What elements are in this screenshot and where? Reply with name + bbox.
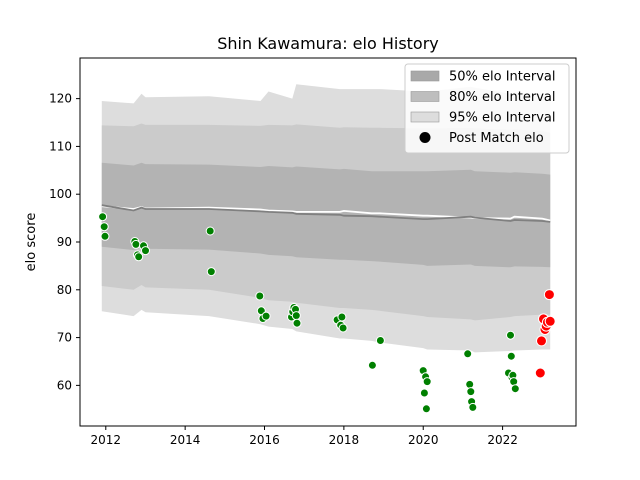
chart-title: Shin Kawamura: elo History xyxy=(217,34,439,53)
legend-label-3: Post Match elo xyxy=(449,131,544,146)
point-0-26 xyxy=(375,336,385,345)
point-0-10 xyxy=(206,267,216,277)
point-0-39 xyxy=(506,351,516,361)
mean-lines xyxy=(101,204,551,223)
point-0-36 xyxy=(468,402,478,412)
point-0-4 xyxy=(131,239,141,249)
mean-line xyxy=(101,204,551,223)
x-tick-label-1: 2014 xyxy=(170,433,201,447)
point-1-1 xyxy=(536,335,547,347)
point-0-43 xyxy=(510,384,520,394)
point-0-2 xyxy=(100,231,110,241)
y-axis-label: elo score xyxy=(24,213,39,272)
point-0-11 xyxy=(255,291,265,301)
point-1-7 xyxy=(544,315,556,327)
point-0-9 xyxy=(205,226,215,236)
point-0-0 xyxy=(98,212,108,222)
y-tick-label-4: 100 xyxy=(49,187,72,201)
point-0-32 xyxy=(463,349,473,359)
point-0-1 xyxy=(99,222,109,232)
point-0-6 xyxy=(134,252,144,262)
x-tick-label-0: 2012 xyxy=(91,433,122,447)
y-tick-label-3: 90 xyxy=(57,235,72,249)
data-points xyxy=(98,212,556,414)
point-0-25 xyxy=(367,360,377,370)
legend-swatch-1 xyxy=(410,91,440,102)
point-1-0 xyxy=(534,367,546,379)
legend-swatch-2 xyxy=(410,111,440,123)
y-tick-label-5: 110 xyxy=(49,139,72,153)
point-1-6 xyxy=(543,289,555,301)
legend: 50% elo Interval 80% elo Interval 95% elo … xyxy=(404,63,570,154)
point-0-8 xyxy=(141,246,150,256)
x-tick-label-5: 2022 xyxy=(487,433,518,447)
point-0-33 xyxy=(465,379,475,389)
point-0-28 xyxy=(419,388,429,398)
legend-marker-3 xyxy=(419,132,431,143)
legend-label-1: 80% elo Interval xyxy=(449,90,556,105)
point-0-31 xyxy=(422,377,432,387)
point-0-20 xyxy=(292,318,302,328)
point-0-24 xyxy=(338,323,348,333)
y-tick-label-0: 60 xyxy=(57,378,72,392)
point-0-30 xyxy=(421,404,431,414)
x-axis: 2012 2014 2016 2018 2020 2022 xyxy=(91,426,518,447)
y-tick-label-6: 120 xyxy=(49,92,72,106)
x-tick-label-3: 2018 xyxy=(329,433,360,447)
point-0-19 xyxy=(291,311,301,321)
legend-swatch-0 xyxy=(410,70,440,82)
x-tick-label-2: 2016 xyxy=(249,433,280,447)
point-0-34 xyxy=(466,387,476,397)
y-tick-label-1: 70 xyxy=(57,331,72,345)
y-axis: 60 70 80 90 100 110 120 xyxy=(49,92,80,392)
point-0-23 xyxy=(337,312,347,322)
legend-label-2: 95% elo Interval xyxy=(449,111,556,126)
legend-label-0: 50% elo Interval xyxy=(449,70,556,85)
point-0-14 xyxy=(261,311,271,321)
legend-frame xyxy=(404,63,570,154)
y-tick-label-2: 80 xyxy=(57,283,72,297)
point-0-38 xyxy=(506,330,515,340)
x-tick-label-4: 2020 xyxy=(408,433,439,447)
